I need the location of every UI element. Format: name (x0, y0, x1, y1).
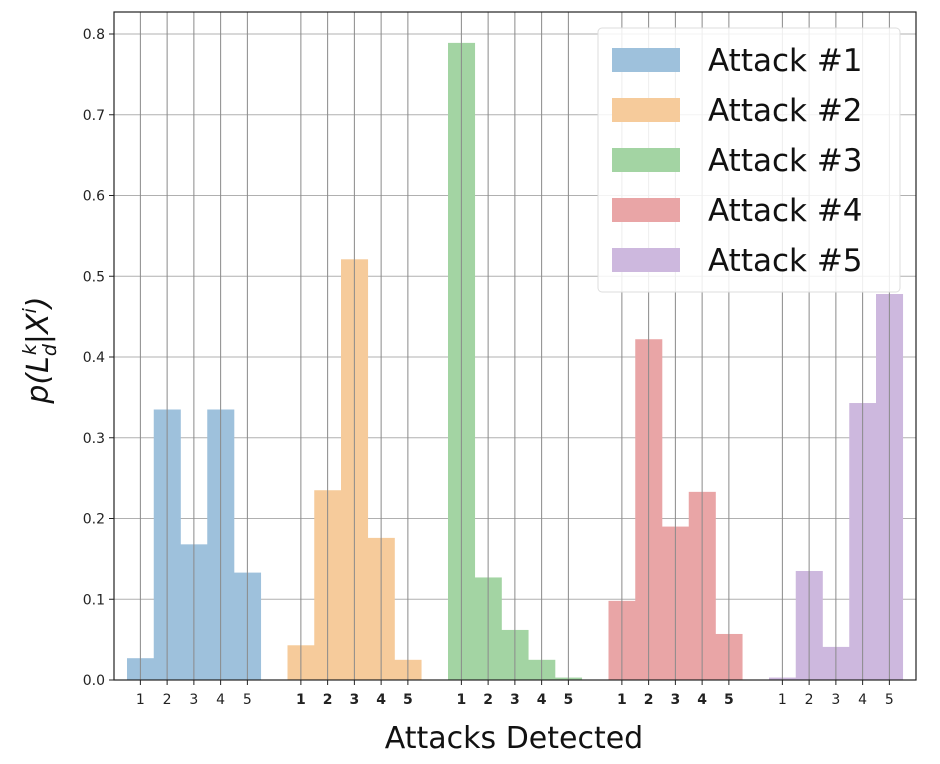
x-tick-label: 5 (885, 692, 894, 708)
x-tick-label: 1 (778, 692, 787, 708)
x-tick-label: 1 (617, 692, 627, 708)
y-tick-label: 0.7 (83, 108, 105, 124)
x-tick-label: 4 (537, 692, 547, 708)
y-tick-label: 0.5 (83, 269, 105, 285)
x-tick-label: 2 (644, 692, 654, 708)
x-tick-label: 2 (163, 692, 172, 708)
y-axis-title-sup: k (19, 343, 41, 355)
y-tick-label: 0.4 (83, 350, 105, 366)
x-tick-label: 3 (350, 692, 360, 708)
legend-label: Attack #4 (708, 193, 863, 229)
y-tick-label: 0.2 (83, 512, 105, 528)
x-tick-label: 3 (189, 692, 198, 708)
y-tick-label: 0.3 (83, 431, 105, 447)
y-axis-title: p(Ldk|Xi) (19, 296, 61, 404)
legend-label: Attack #1 (708, 43, 863, 79)
x-tick-label: 2 (805, 692, 814, 708)
x-tick-label: 4 (376, 692, 386, 708)
x-tick-label: 1 (136, 692, 145, 708)
y-tick-label: 0.6 (83, 189, 105, 205)
y-axis-title-end: ) (21, 296, 56, 310)
x-tick-label: 1 (296, 692, 306, 708)
legend-label: Attack #2 (708, 93, 863, 129)
x-tick-label: 5 (403, 692, 413, 708)
y-axis-ticks: 0.0 0.1 0.2 0.3 0.4 0.5 0.6 0.7 0.8 (83, 27, 114, 689)
y-tick-label: 0.0 (83, 673, 105, 689)
legend-swatch (612, 198, 680, 222)
legend-swatch (612, 98, 680, 122)
x-tick-label: 5 (564, 692, 574, 708)
y-axis-title-sub: d (39, 343, 61, 356)
x-tick-label: 5 (724, 692, 734, 708)
x-tick-label: 3 (831, 692, 840, 708)
legend-swatch (612, 48, 680, 72)
legend-label: Attack #3 (708, 143, 863, 179)
x-tick-label: 5 (243, 692, 252, 708)
x-tick-label: 4 (858, 692, 867, 708)
legend-box (597, 27, 901, 293)
x-tick-label: 4 (216, 692, 225, 708)
legend-label: Attack #5 (708, 243, 863, 279)
x-tick-label: 2 (323, 692, 333, 708)
x-tick-label: 3 (510, 692, 520, 708)
y-tick-label: 0.8 (83, 27, 105, 43)
y-tick-label: 0.1 (83, 592, 105, 608)
y-axis-title-base: p(L (21, 356, 56, 404)
y-axis-title-sup2: i (19, 307, 41, 313)
y-axis-title-mid: |X (21, 312, 56, 344)
x-tick-label: 3 (671, 692, 681, 708)
legend-swatch (612, 148, 680, 172)
x-tick-label: 1 (457, 692, 467, 708)
x-tick-label: 2 (483, 692, 493, 708)
legend: Attack #1 Attack #2 Attack #3 Attack #4 Atta… (597, 27, 901, 293)
x-tick-label: 4 (697, 692, 707, 708)
legend-swatch (612, 248, 680, 272)
x-axis-title: Attacks Detected (385, 721, 643, 756)
